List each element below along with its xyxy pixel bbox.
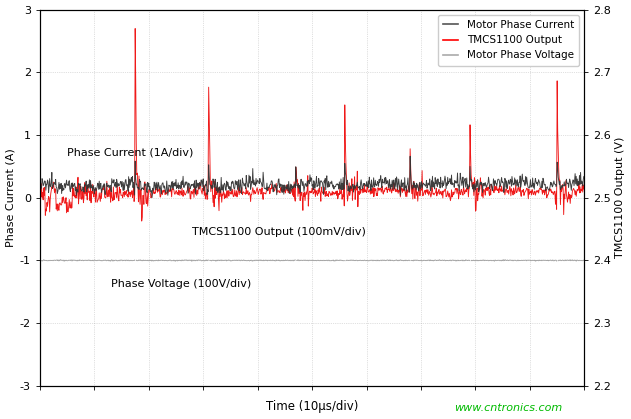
X-axis label: Time (10μs/div): Time (10μs/div) — [266, 401, 358, 414]
Text: www.cntronics.com: www.cntronics.com — [454, 403, 563, 413]
Y-axis label: TMCS1100 Output (V): TMCS1100 Output (V) — [615, 137, 625, 259]
Text: TMCS1100 Output (100mV/div): TMCS1100 Output (100mV/div) — [192, 227, 366, 237]
Legend: Motor Phase Current, TMCS1100 Output, Motor Phase Voltage: Motor Phase Current, TMCS1100 Output, Mo… — [437, 15, 579, 66]
Y-axis label: Phase Current (A): Phase Current (A) — [6, 148, 16, 247]
Text: Phase Current (1A/div): Phase Current (1A/div) — [67, 147, 194, 158]
Text: Phase Voltage (100V/div): Phase Voltage (100V/div) — [110, 279, 251, 289]
